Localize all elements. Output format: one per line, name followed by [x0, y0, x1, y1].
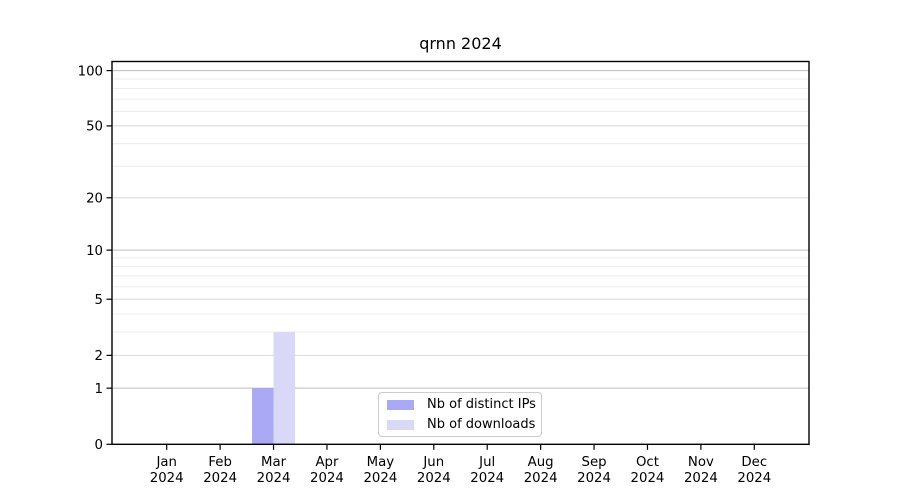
y-tick-label-2: 2	[95, 349, 103, 364]
chart-title: qrnn 2024	[419, 34, 502, 53]
y-tick-label-10: 10	[86, 244, 103, 259]
x-tick-label-year-may: 2024	[363, 471, 397, 486]
y-tick-label-5: 5	[95, 293, 103, 308]
legend-label-distinct-ips: Nb of distinct IPs	[427, 397, 536, 412]
bar-nb-of-downloads-mar	[273, 332, 296, 445]
y-tick-label-100: 100	[78, 64, 103, 79]
bar-nb-of-distinct-ips-mar	[252, 388, 274, 445]
x-tick-label-year-sep: 2024	[577, 471, 611, 486]
x-tick-label-year-nov: 2024	[684, 471, 718, 486]
legend-swatch-downloads	[387, 419, 414, 430]
y-tick-label-20: 20	[86, 192, 103, 207]
plot-border	[111, 60, 810, 445]
legend-swatch-distinct-ips	[387, 399, 414, 410]
x-tick-label-month-jul: Jul	[478, 455, 495, 470]
x-tick-label-month-nov: Nov	[688, 455, 714, 470]
x-tick-label-year-feb: 2024	[203, 471, 237, 486]
legend-label-downloads: Nb of downloads	[427, 417, 536, 432]
legend-item-distinct-ips: Nb of distinct IPs	[387, 397, 541, 412]
x-tick-label-month-jun: Jun	[422, 455, 444, 470]
x-tick-label-month-jan: Jan	[155, 455, 177, 470]
legend: Nb of distinct IPs Nb of downloads	[378, 392, 542, 437]
x-tick-label-month-dec: Dec	[741, 455, 767, 470]
x-tick-label-month-oct: Oct	[636, 455, 659, 470]
x-tick-label-year-oct: 2024	[631, 471, 665, 486]
x-tick-label-month-mar: Mar	[261, 455, 287, 470]
x-tick-label-year-jan: 2024	[150, 471, 184, 486]
y-tick-label-0: 0	[95, 438, 103, 453]
x-tick-label-year-dec: 2024	[737, 471, 771, 486]
x-tick-label-year-aug: 2024	[524, 471, 558, 486]
x-tick-label-year-apr: 2024	[310, 471, 344, 486]
x-tick-label-month-aug: Aug	[528, 455, 554, 470]
x-tick-label-year-jun: 2024	[417, 471, 451, 486]
x-tick-label-month-apr: Apr	[315, 455, 339, 470]
y-tick-label-1: 1	[95, 382, 103, 397]
x-tick-label-month-feb: Feb	[208, 455, 232, 470]
x-tick-label-month-sep: Sep	[582, 455, 607, 470]
x-tick-label-year-mar: 2024	[257, 471, 291, 486]
x-tick-label-month-may: May	[367, 455, 395, 470]
legend-item-downloads: Nb of downloads	[387, 417, 541, 432]
x-tick-label-year-jul: 2024	[470, 471, 504, 486]
y-tick-label-50: 50	[86, 120, 103, 135]
